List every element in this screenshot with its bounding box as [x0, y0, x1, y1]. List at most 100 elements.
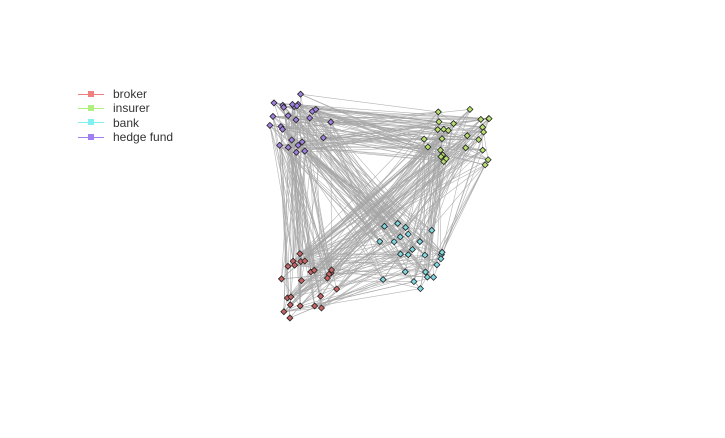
- network-edge: [296, 105, 401, 255]
- network-edge: [296, 105, 406, 228]
- legend: broker insurer bank hedge fund: [78, 87, 173, 144]
- network-edge: [279, 145, 401, 255]
- node-bank: [438, 248, 446, 256]
- node-bank: [423, 273, 431, 281]
- node-hedge-fund: [306, 114, 314, 122]
- node-hedge-fund: [301, 147, 309, 155]
- network-edge: [323, 137, 479, 140]
- network-edge: [272, 116, 301, 254]
- legend-item-bank: bank: [78, 116, 173, 130]
- network-edge: [282, 105, 384, 280]
- node-bank: [421, 251, 429, 259]
- network-edge: [420, 123, 454, 289]
- legend-label-broker: broker: [113, 87, 148, 102]
- node-hedge-fund: [284, 143, 292, 152]
- node-broker: [317, 292, 325, 300]
- network-edge: [427, 146, 434, 278]
- network-edge: [400, 147, 466, 238]
- network-edge: [441, 164, 486, 255]
- node-bank: [404, 230, 412, 238]
- node-insurer: [438, 135, 446, 143]
- legend-label-bank: bank: [113, 115, 140, 130]
- network-edge: [312, 111, 441, 151]
- node-bank: [437, 255, 445, 263]
- node-hedge-fund: [294, 141, 302, 149]
- network-edge: [283, 254, 409, 312]
- network-edge: [273, 102, 489, 119]
- network-edge: [282, 105, 328, 279]
- network-edge: [300, 164, 486, 307]
- network-edge: [314, 249, 413, 271]
- network-edge: [282, 129, 406, 272]
- node-broker: [328, 266, 336, 274]
- node-broker: [296, 250, 304, 258]
- node-insurer: [449, 119, 458, 128]
- network-edge: [300, 93, 439, 113]
- network-edge: [315, 109, 443, 253]
- node-hedge-fund: [284, 112, 292, 120]
- node-bank: [428, 226, 436, 234]
- square-marker-icon: [88, 90, 94, 97]
- network-edge: [269, 125, 301, 254]
- node-insurer: [434, 108, 442, 116]
- node-broker: [310, 266, 318, 274]
- node-insurer: [437, 153, 445, 161]
- node-bank: [416, 285, 424, 293]
- node-broker: [277, 275, 286, 283]
- node-hedge-fund: [269, 112, 277, 120]
- node-insurer: [442, 155, 450, 163]
- network-edge: [480, 119, 483, 151]
- node-hedge-fund: [298, 138, 306, 146]
- node-hedge-fund: [288, 136, 296, 144]
- network-edge: [448, 130, 489, 161]
- network-edge: [309, 117, 486, 166]
- network-edge: [321, 249, 413, 309]
- node-bank: [396, 250, 405, 258]
- network-edge: [412, 147, 466, 250]
- network-edge: [297, 104, 332, 271]
- network-edge: [269, 125, 321, 297]
- legend-item-broker: broker: [78, 87, 173, 101]
- node-hedge-fund: [280, 103, 288, 111]
- network-edge: [330, 118, 489, 123]
- node-bank: [433, 261, 441, 269]
- network-edge: [282, 129, 442, 157]
- node-broker: [297, 277, 306, 285]
- node-insurer: [444, 126, 452, 135]
- network-edge: [296, 105, 466, 149]
- node-broker: [311, 302, 319, 310]
- node-insurer: [485, 115, 493, 123]
- network-edge: [296, 118, 490, 153]
- network-edge: [438, 111, 442, 259]
- node-insurer: [475, 136, 483, 144]
- network-edge: [441, 147, 466, 255]
- network-edge: [297, 104, 443, 253]
- node-broker: [280, 308, 288, 316]
- node-broker: [286, 314, 294, 322]
- node-insurer: [480, 128, 488, 136]
- network-edge: [290, 233, 409, 298]
- square-marker-icon: [88, 119, 94, 126]
- network-edge: [281, 264, 437, 280]
- network-edge: [279, 119, 297, 146]
- network-edge: [287, 147, 315, 271]
- network-edge: [314, 271, 426, 307]
- network-edge: [384, 119, 482, 227]
- network-edge: [288, 146, 428, 148]
- node-hedge-fund: [276, 141, 284, 149]
- network-edge: [283, 277, 434, 312]
- network-edge: [279, 145, 381, 242]
- network-edge: [283, 146, 429, 312]
- network-edge: [291, 117, 310, 141]
- node-hedge-fund: [296, 90, 305, 98]
- network-edge: [282, 105, 426, 256]
- network-edge: [424, 129, 438, 256]
- network-edge: [280, 121, 440, 127]
- node-hedge-fund: [270, 99, 278, 107]
- legend-line-hedge-fund: [78, 133, 104, 140]
- network-edge: [279, 145, 288, 299]
- node-insurer: [484, 156, 492, 164]
- legend-label-hedge-fund: hedge fund: [113, 130, 174, 145]
- node-layer: [266, 90, 493, 322]
- node-bank: [416, 237, 424, 246]
